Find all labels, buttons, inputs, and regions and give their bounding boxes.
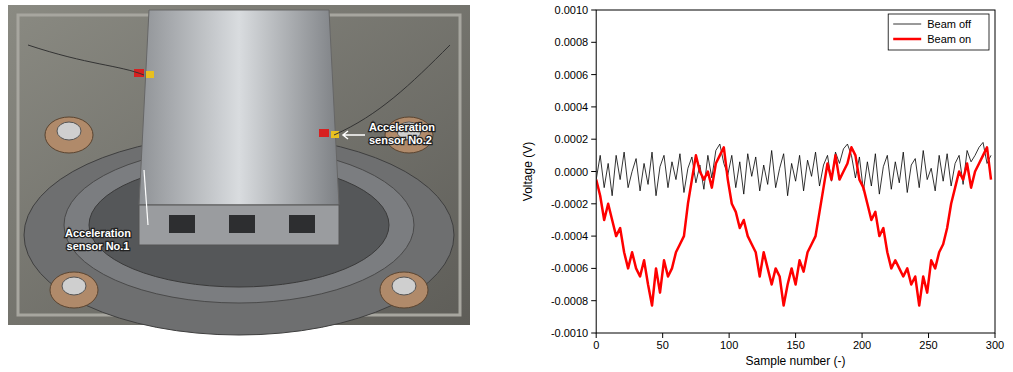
- sensor-label-line: Acceleration: [65, 227, 131, 239]
- y-tick-label: 0.0002: [555, 133, 589, 145]
- y-tick-label: -0.0004: [551, 230, 588, 242]
- slot: [169, 215, 195, 233]
- y-axis-title: Voltage (V): [521, 142, 535, 201]
- x-tick-label: 200: [853, 339, 871, 351]
- y-tick-label: 0.0006: [555, 69, 589, 81]
- x-tick-label: 250: [919, 339, 937, 351]
- x-tick-label: 100: [720, 339, 738, 351]
- y-tick: [591, 333, 596, 334]
- bolt-head: [57, 122, 81, 140]
- y-tick-label: 0.0000: [555, 166, 589, 178]
- y-tick-label: 0.0008: [555, 36, 589, 48]
- wire: [334, 45, 450, 135]
- x-tick: [928, 333, 929, 338]
- x-tick: [729, 333, 730, 338]
- legend-swatch: [893, 38, 921, 41]
- arrow: [144, 170, 148, 225]
- y-tick-label: 0.0004: [555, 101, 589, 113]
- series-line: [596, 147, 991, 305]
- x-tick-label: 300: [986, 339, 1004, 351]
- bolt-head: [62, 277, 86, 295]
- wire: [28, 45, 144, 75]
- y-tick: [591, 74, 596, 75]
- x-tick-label: 50: [657, 339, 669, 351]
- slot: [289, 215, 315, 233]
- sensor-clip: [146, 71, 154, 78]
- x-tick: [795, 333, 796, 338]
- y-tick: [591, 10, 596, 11]
- y-tick-label: 0.0010: [555, 4, 589, 16]
- y-tick: [591, 268, 596, 269]
- x-tick-label: 150: [786, 339, 804, 351]
- sample-holder: [139, 10, 339, 205]
- legend-box: [888, 14, 989, 50]
- sensor-label-line: sensor No.1: [67, 240, 130, 252]
- bolt-head: [392, 277, 416, 295]
- x-tick: [995, 333, 996, 338]
- sensor-label-line: Acceleration: [369, 121, 435, 133]
- photo-background: [8, 5, 470, 325]
- y-tick-label: -0.0010: [551, 327, 588, 339]
- y-tick: [591, 236, 596, 237]
- plot-frame: [596, 10, 995, 333]
- x-tick: [662, 333, 663, 338]
- legend: Beam off Beam on: [888, 14, 989, 50]
- figure: Accelerationsensor No.1Accelerationsenso…: [0, 0, 1013, 372]
- plot-area: [596, 142, 991, 305]
- sensor-label: Accelerationsensor No.1: [65, 227, 131, 252]
- y-tick-label: -0.0008: [551, 295, 588, 307]
- y-tick: [591, 106, 596, 107]
- x-tick: [596, 333, 597, 338]
- sensor-label: Accelerationsensor No.2: [369, 121, 435, 146]
- photo: Accelerationsensor No.1Accelerationsenso…: [8, 5, 470, 335]
- y-tick-label: -0.0002: [551, 198, 588, 210]
- sensor-clip: [319, 129, 329, 137]
- bolt: [50, 272, 98, 308]
- legend-label: Beam on: [927, 33, 971, 45]
- y-tick: [591, 42, 596, 43]
- sensor-label-line: sensor No.2: [369, 134, 432, 146]
- y-tick: [591, 203, 596, 204]
- x-tick-label: 0: [593, 339, 599, 351]
- y-tick-label: -0.0006: [551, 262, 588, 274]
- y-tick: [591, 171, 596, 172]
- bolt: [45, 117, 93, 153]
- arrow: [343, 131, 365, 139]
- x-tick: [862, 333, 863, 338]
- y-tick: [591, 139, 596, 140]
- holder-base: [139, 205, 339, 245]
- x-axis-title: Sample number (-): [746, 354, 846, 368]
- slot: [229, 215, 255, 233]
- legend-label: Beam off: [927, 18, 972, 30]
- legend-swatch: [893, 24, 921, 25]
- bolt: [380, 272, 428, 308]
- chart: 0 50 100 150 200 250 300 -0.0010 -0.0008 -0.0006 -…: [521, 4, 1004, 368]
- y-tick: [591, 300, 596, 301]
- series-line: [596, 142, 991, 195]
